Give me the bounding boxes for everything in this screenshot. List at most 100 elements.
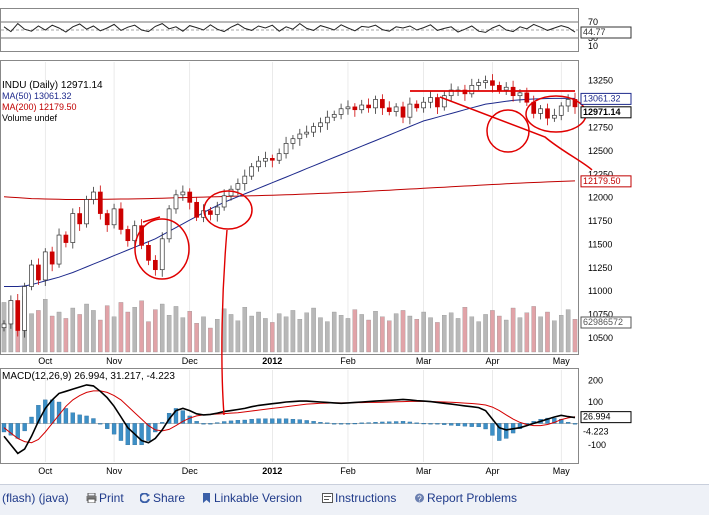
volume-bar xyxy=(263,318,268,353)
svg-text:?: ? xyxy=(417,495,422,504)
macd-histogram-bar xyxy=(105,423,110,429)
ma50-current-label: 13061.32 xyxy=(583,93,621,103)
volume-bar xyxy=(235,320,241,353)
price-candle xyxy=(441,95,447,108)
macd-histogram-bar xyxy=(283,418,289,424)
volume-bar xyxy=(483,314,488,353)
print-icon xyxy=(86,493,97,503)
x-tick-label: May xyxy=(553,356,571,366)
report-problems-link[interactable]: ? Report Problems xyxy=(414,491,517,505)
price-candle xyxy=(297,133,303,140)
volume-bar xyxy=(132,307,137,353)
circle-nov-low xyxy=(134,218,190,280)
rsi-current-label: 44.77 xyxy=(583,27,606,37)
macd-histogram-bar xyxy=(194,421,199,424)
price-tick-label: 11250 xyxy=(588,263,612,273)
share-link[interactable]: Share xyxy=(140,491,185,505)
price-panel xyxy=(0,60,579,355)
macd-histogram-bar xyxy=(325,422,330,424)
macd-histogram-bar xyxy=(8,423,14,436)
macd-histogram-bar xyxy=(173,408,179,424)
circle-dec-low xyxy=(203,190,253,230)
price-candle xyxy=(448,89,454,97)
price-candle xyxy=(490,80,495,86)
stock-chart: INDU (Daily) 12971.14 MA(50) 13061.32 MA… xyxy=(0,8,632,476)
rsi-tick-label: 10 xyxy=(588,41,598,51)
flash-java-link[interactable]: (flash) (java) xyxy=(2,491,69,505)
macd-histogram-bar xyxy=(160,422,165,424)
macd-histogram-bar xyxy=(91,418,96,424)
macd-x-tick-label: Nov xyxy=(106,466,123,476)
volume-bar xyxy=(552,320,557,353)
linkable-version-link[interactable]: Linkable Version xyxy=(201,491,302,505)
price-candle xyxy=(538,108,543,114)
bookmark-icon xyxy=(203,493,210,503)
price-candle xyxy=(152,259,158,271)
macd-x-tick-label: May xyxy=(553,466,571,476)
volume-bar xyxy=(187,311,192,353)
volume-bar xyxy=(139,300,144,353)
macd-histogram-bar xyxy=(366,422,371,424)
price-candle xyxy=(531,101,537,114)
volume-bar xyxy=(49,315,55,353)
macd-histogram-bar xyxy=(393,421,399,424)
volume-bar xyxy=(318,317,323,353)
macd-current-label: 26.994 xyxy=(583,412,611,422)
price-candle xyxy=(366,104,371,109)
volume-bar xyxy=(407,315,413,353)
price-candle xyxy=(84,199,89,225)
price-candle xyxy=(22,286,27,331)
price-candle xyxy=(462,89,468,95)
macd-histogram-bar xyxy=(545,417,550,424)
volume-bar xyxy=(442,315,447,353)
volume-bar xyxy=(345,318,351,353)
trend-arrow-line xyxy=(439,96,593,171)
volume-bar xyxy=(421,311,426,353)
macd-histogram-bar xyxy=(242,419,247,424)
price-candle xyxy=(242,175,248,184)
volume-bar xyxy=(304,312,309,353)
macd-histogram-bar xyxy=(111,423,117,435)
volume-bar xyxy=(359,314,364,353)
legend-volume: Volume undef xyxy=(2,113,58,123)
volume-bar xyxy=(111,316,117,353)
volume-bar xyxy=(558,315,564,353)
volume-bar xyxy=(159,303,165,353)
price-candle xyxy=(249,166,255,177)
price-candle xyxy=(166,208,172,240)
print-link[interactable]: Print xyxy=(86,491,124,505)
volume-bar xyxy=(297,319,303,353)
ma200-current-label: 12179.50 xyxy=(583,176,621,186)
macd-x-tick-label: 2012 xyxy=(262,466,282,476)
macd-histogram-bar xyxy=(256,418,261,424)
volume-bar xyxy=(325,321,330,353)
macd-histogram-bar xyxy=(483,423,488,430)
macd-histogram-bar xyxy=(118,423,124,441)
instructions-link[interactable]: Instructions xyxy=(322,491,396,505)
macd-histogram-bar xyxy=(407,421,413,424)
price-candle xyxy=(221,195,227,208)
macd-histogram-bar xyxy=(304,420,309,424)
price-candle xyxy=(517,92,523,97)
price-candle xyxy=(435,97,440,108)
volume-bar xyxy=(228,314,234,353)
price-candle xyxy=(132,225,138,242)
volume-bar xyxy=(531,306,536,353)
macd-histogram-bar xyxy=(442,423,447,425)
volume-bar xyxy=(180,317,186,353)
macd-histogram-bar xyxy=(332,423,337,425)
volume-bar xyxy=(201,316,206,353)
price-candle xyxy=(194,201,199,218)
volume-bar xyxy=(153,309,158,353)
volume-bar xyxy=(194,323,199,353)
volume-bar xyxy=(290,310,296,353)
price-candle xyxy=(345,106,351,110)
macd-histogram-bar xyxy=(565,421,571,424)
price-candle xyxy=(36,264,41,281)
help-icon: ? xyxy=(415,493,424,504)
macd-tick-label: 100 xyxy=(588,397,603,407)
price-tick-label: 12750 xyxy=(588,122,613,132)
rsi-series xyxy=(3,22,576,33)
volume-bar xyxy=(373,311,378,353)
volume-bar xyxy=(435,322,440,353)
